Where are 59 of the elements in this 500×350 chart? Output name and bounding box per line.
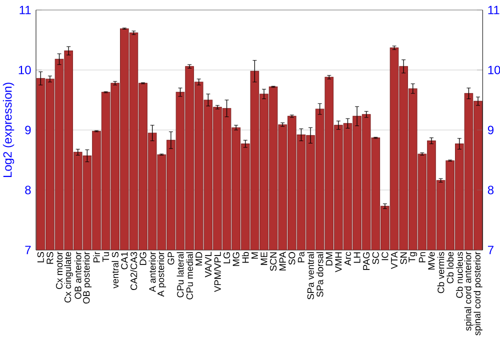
x-tick-label: VPM/VPL bbox=[214, 252, 221, 292]
x-tick-label: MD bbox=[196, 252, 202, 266]
x-tick-label: A posterior bbox=[157, 252, 166, 297]
y2-tick-label: 9 bbox=[488, 126, 494, 134]
x-tick-label: SO bbox=[288, 252, 296, 265]
x-tick-label: Cb vermis bbox=[437, 252, 444, 294]
x-tick-label: Pn bbox=[418, 252, 426, 262]
x-tick-label: Tu bbox=[102, 252, 110, 262]
y2-tick-label: 8 bbox=[488, 186, 494, 194]
x-tick-label: RS bbox=[46, 252, 54, 264]
x-tick-label: Cb nucleus bbox=[456, 252, 463, 298]
y2-tick-label: 7 bbox=[488, 246, 494, 254]
x-tick-label: SCN bbox=[270, 252, 277, 271]
x-tick-label: Cb lobe bbox=[446, 252, 454, 284]
y-axis-title: Log2 (expression) bbox=[2, 82, 14, 178]
x-tick-label: Cx cingulate bbox=[64, 252, 73, 302]
x-tick-label: Arc bbox=[344, 252, 351, 266]
y2-tick-label: 11 bbox=[488, 6, 500, 14]
x-tick-label: Cx motor bbox=[56, 252, 63, 289]
x-tick-label: IC bbox=[382, 252, 388, 260]
x-tick-label: OB anterior bbox=[74, 252, 82, 299]
x-tick-label: PAG bbox=[363, 252, 370, 270]
x-tick-label: Pir bbox=[93, 252, 100, 262]
x-tick-label: Hb bbox=[242, 252, 249, 263]
x-tick-label: spinal cord anterior bbox=[464, 252, 474, 331]
x-tick-label: CA2/CA3 bbox=[130, 252, 138, 290]
x-tick-label: CPu lateral bbox=[176, 252, 184, 298]
x-tick-label: DM bbox=[326, 252, 332, 266]
y2-tick-label: 10 bbox=[488, 66, 500, 74]
x-tick-label: OB posterior bbox=[82, 252, 92, 304]
x-tick-label: SN bbox=[400, 252, 407, 264]
x-tick-label: MG bbox=[232, 252, 240, 266]
x-tick-label: Pa bbox=[298, 252, 304, 262]
x-tick-label: SPa dorsal bbox=[316, 252, 324, 297]
x-tick-label: VTA bbox=[391, 252, 398, 270]
x-tick-label: GP bbox=[168, 252, 174, 265]
x-tick-label: SPa ventral bbox=[307, 252, 314, 300]
x-tick-label: CA1 bbox=[121, 252, 128, 270]
x-tick-label: A anterior bbox=[148, 252, 156, 292]
x-tick-label: LG bbox=[223, 252, 230, 264]
y-tick-label: 10 bbox=[18, 66, 31, 74]
x-tick-label: spinal cord posterior bbox=[474, 252, 482, 336]
x-tick-label: ME bbox=[260, 252, 268, 265]
y-tick-label: 11 bbox=[20, 6, 31, 14]
y-tick-label: 8 bbox=[25, 186, 31, 194]
x-tick-label: ventral S bbox=[112, 252, 119, 288]
x-tick-label: DG bbox=[140, 252, 146, 265]
x-tick-label: LH bbox=[354, 252, 360, 263]
x-tick-label: LS bbox=[37, 252, 44, 262]
x-tick-label: Tg bbox=[408, 252, 418, 262]
x-tick-label: CPu medial bbox=[186, 252, 193, 300]
x-tick-label: M bbox=[251, 252, 258, 259]
x-tick-label: MVe bbox=[428, 252, 435, 270]
x-tick-label: SC bbox=[372, 252, 379, 264]
x-tick-label: MPA bbox=[279, 252, 286, 270]
x-tick-label: VA/VL bbox=[204, 252, 212, 278]
y-tick-label: 7 bbox=[25, 246, 31, 254]
x-tick-label: VMH bbox=[335, 252, 342, 272]
y-tick-label: 9 bbox=[25, 126, 31, 134]
